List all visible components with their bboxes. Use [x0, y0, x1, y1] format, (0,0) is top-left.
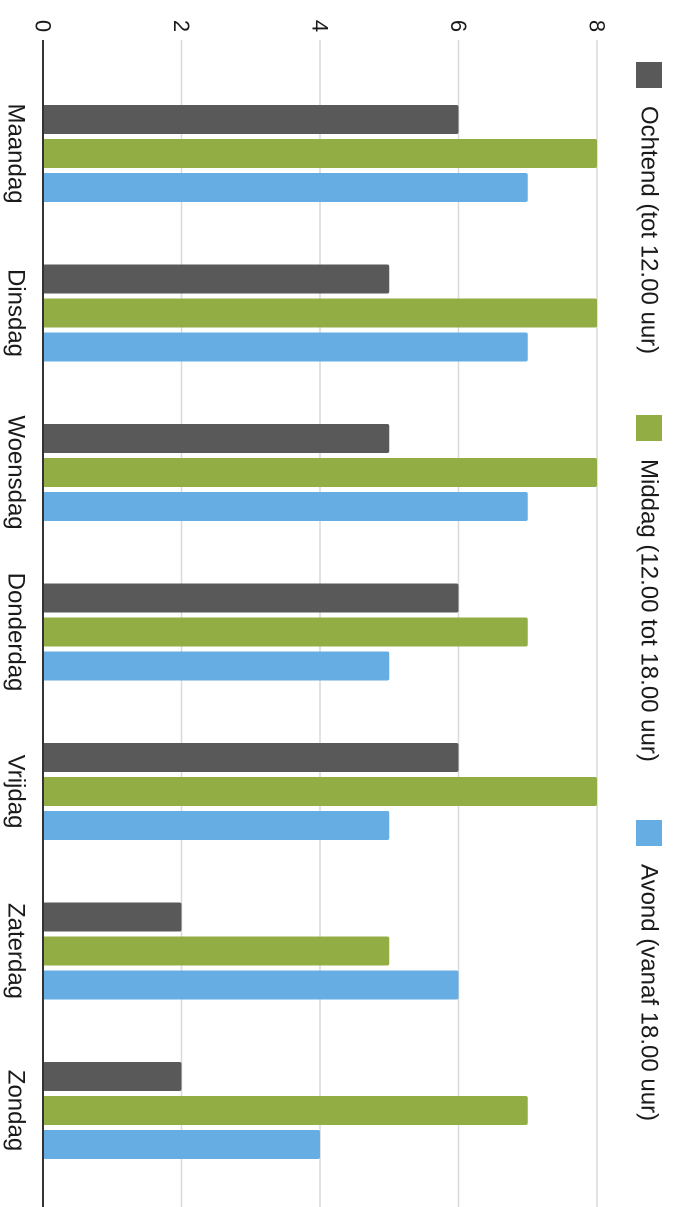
bar	[43, 332, 528, 362]
bar	[43, 617, 528, 647]
legend-swatch	[636, 62, 662, 88]
bar	[43, 298, 597, 328]
legend-label: Avond (vanaf 18.00 uur)	[636, 864, 663, 1121]
legend-swatch	[636, 820, 662, 846]
bar	[43, 458, 597, 487]
bar	[43, 1062, 182, 1091]
bar	[43, 1096, 528, 1125]
category-label: Zondag	[3, 1070, 30, 1151]
tick-label: 6	[446, 20, 471, 32]
bar	[43, 777, 597, 806]
category-label: Maandag	[3, 103, 30, 203]
bar	[43, 651, 390, 681]
bar	[43, 424, 390, 453]
category-label: Donderdag	[3, 573, 30, 692]
tick-label: 0	[31, 20, 56, 32]
plot-area: 0 2 4 6 8 Maandag Dinsdag Woensdag Donderdag Vrij…	[3, 20, 663, 1207]
bar	[43, 264, 390, 294]
bar	[43, 583, 459, 613]
bar	[43, 811, 390, 840]
tick-label: 2	[169, 20, 194, 32]
legend-label: Middag (12.00 tot 18.00 uur)	[636, 459, 663, 762]
bar	[43, 743, 459, 772]
bar	[43, 970, 459, 1000]
bar	[43, 492, 528, 521]
bar	[43, 902, 182, 932]
category-label: Zaterdag	[3, 903, 30, 999]
bar	[43, 173, 528, 202]
bar	[43, 1130, 320, 1159]
category-label: Vrijdag	[3, 755, 30, 829]
tick-label: 8	[585, 20, 610, 32]
legend-swatch	[636, 415, 662, 441]
category-label: Woensdag	[3, 415, 30, 529]
tick-label: 4	[308, 20, 333, 32]
bar	[43, 936, 390, 966]
category-label: Dinsdag	[3, 269, 30, 357]
bar	[43, 105, 459, 134]
legend-label: Ochtend (tot 12.00 uur)	[636, 106, 663, 354]
bar	[43, 139, 597, 168]
